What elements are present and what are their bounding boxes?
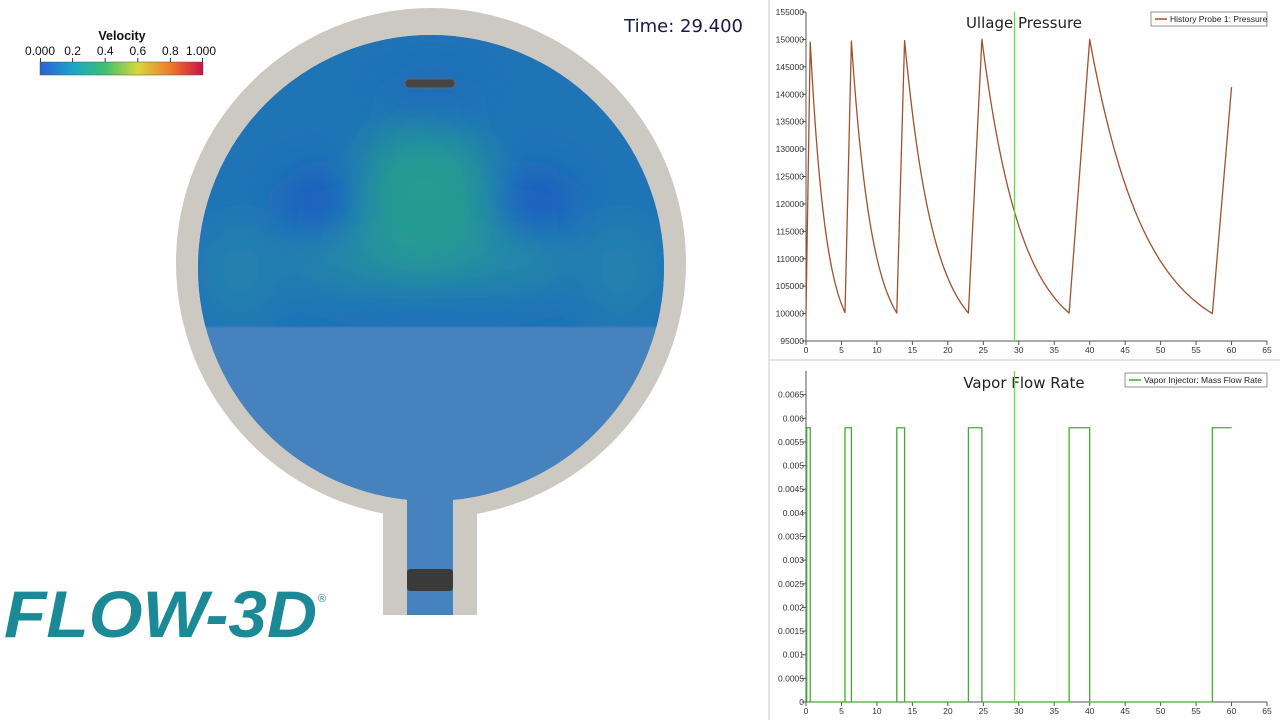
- y-tick-label: 150000: [776, 34, 805, 44]
- vapor-flow-rate-chart[interactable]: 0 0.0005 0.001 0.0015 0.002 0.0025 0.003 0.0035…: [770, 361, 1280, 720]
- y-tick-label: 125000: [776, 172, 805, 182]
- legend-entry: Vapor Injector: Mass Flow Rate: [1144, 375, 1262, 385]
- flow3d-logo: FLOW-3D ®: [4, 577, 326, 651]
- y-tick-label: 0.002: [783, 602, 805, 612]
- y-tick-label: 0.0065: [778, 390, 804, 400]
- colorbar-title: Velocity: [98, 29, 145, 43]
- colorbar-label: 0.4: [97, 44, 114, 58]
- series-line: [806, 427, 1232, 703]
- y-tick-label: 0.001: [783, 650, 805, 660]
- logo-text: FLOW-3D: [4, 577, 317, 651]
- y-tick-label: 145000: [776, 62, 805, 72]
- colorbar-gradient: [39, 61, 204, 76]
- y-tick-label: 0.005: [783, 461, 805, 471]
- x-tick-label: 20: [943, 706, 953, 716]
- y-tick-label: 0.0015: [778, 626, 804, 636]
- x-tick-label: 0: [804, 706, 809, 716]
- x-tick-label: 45: [1120, 345, 1130, 355]
- chart-title: Ullage Pressure: [966, 14, 1082, 32]
- x-tick-label: 35: [1049, 345, 1059, 355]
- simulation-view[interactable]: Velocity 0.000 0.2 0.4 0.6 0.8 1.000 Tim…: [0, 0, 768, 720]
- y-tick-label: 0.0055: [778, 437, 804, 447]
- x-tick-label: 60: [1227, 706, 1237, 716]
- x-tick-label: 15: [908, 345, 918, 355]
- colorbar-label: 0.2: [64, 44, 81, 58]
- logo-registered-mark: ®: [318, 593, 326, 605]
- x-tick-label: 30: [1014, 345, 1024, 355]
- y-tick-label: 140000: [776, 89, 805, 99]
- x-tick-label: 30: [1014, 706, 1024, 716]
- x-tick-label: 65: [1262, 706, 1272, 716]
- legend: History Probe 1: Pressure: [1150, 11, 1268, 27]
- x-tick-label: 15: [908, 706, 918, 716]
- x-tick-label: 45: [1120, 706, 1130, 716]
- panel-divider-horizontal: [770, 359, 1280, 361]
- colorbar-label: 0.6: [129, 44, 146, 58]
- x-tick-label: 55: [1191, 345, 1201, 355]
- legend-entry: History Probe 1: Pressure: [1170, 14, 1268, 24]
- x-tick-label: 5: [839, 345, 844, 355]
- y-tick-label: 0.004: [783, 508, 805, 518]
- x-tick-label: 25: [979, 706, 989, 716]
- x-tick-label: 25: [979, 345, 989, 355]
- y-tick-label: 0: [799, 697, 804, 707]
- legend-box: [1150, 11, 1268, 27]
- chart-title: Vapor Flow Rate: [963, 374, 1084, 392]
- x-tick-label: 65: [1262, 345, 1272, 355]
- x-tick-label: 10: [872, 345, 882, 355]
- y-tick-label: 0.0025: [778, 579, 804, 589]
- x-tick-label: 5: [839, 706, 844, 716]
- x-tick-label: 0: [804, 345, 809, 355]
- x-tick-label: 10: [872, 706, 882, 716]
- legend: Vapor Injector: Mass Flow Rate: [1124, 372, 1268, 388]
- y-tick-label: 0.0005: [778, 673, 804, 683]
- legend-box: [1124, 372, 1268, 388]
- colorbar-label: 0.8: [162, 44, 179, 58]
- x-tick-label: 50: [1156, 345, 1166, 355]
- velocity-colorbar: Velocity 0.000 0.2 0.4 0.6 0.8 1.000: [25, 29, 216, 76]
- x-tick-label: 60: [1227, 345, 1237, 355]
- y-tick-label: 100000: [776, 309, 805, 319]
- x-tick-label: 50: [1156, 706, 1166, 716]
- vapor-injector: [404, 78, 456, 89]
- y-tick-label: 105000: [776, 281, 805, 291]
- time-readout: Time: 29.400: [623, 16, 743, 37]
- colorbar-label: 1.000: [186, 44, 216, 58]
- ullage-pressure-chart[interactable]: 95000 100000 105000 110000 115000 120000 12500…: [770, 0, 1280, 359]
- y-tick-label: 0.003: [783, 555, 805, 565]
- y-tick-label: 0.006: [783, 413, 805, 423]
- y-tick-label: 0.0045: [778, 484, 804, 494]
- x-tick-label: 40: [1085, 706, 1095, 716]
- y-tick-label: 155000: [776, 7, 805, 17]
- y-tick-label: 120000: [776, 199, 805, 209]
- x-tick-label: 20: [943, 345, 953, 355]
- y-tick-label: 110000: [776, 254, 804, 264]
- y-tick-label: 0.0035: [778, 532, 804, 542]
- colorbar-label: 0.000: [25, 44, 55, 58]
- x-tick-label: 40: [1085, 345, 1095, 355]
- y-tick-label: 115000: [776, 226, 804, 236]
- series-line: [805, 38, 1233, 315]
- x-tick-label: 35: [1049, 706, 1059, 716]
- outlet-plug: [407, 569, 453, 591]
- x-tick-label: 55: [1191, 706, 1201, 716]
- panel-divider-vertical: [768, 0, 770, 720]
- y-tick-label: 130000: [776, 144, 805, 154]
- y-tick-label: 95000: [780, 336, 804, 346]
- y-tick-label: 135000: [776, 117, 805, 127]
